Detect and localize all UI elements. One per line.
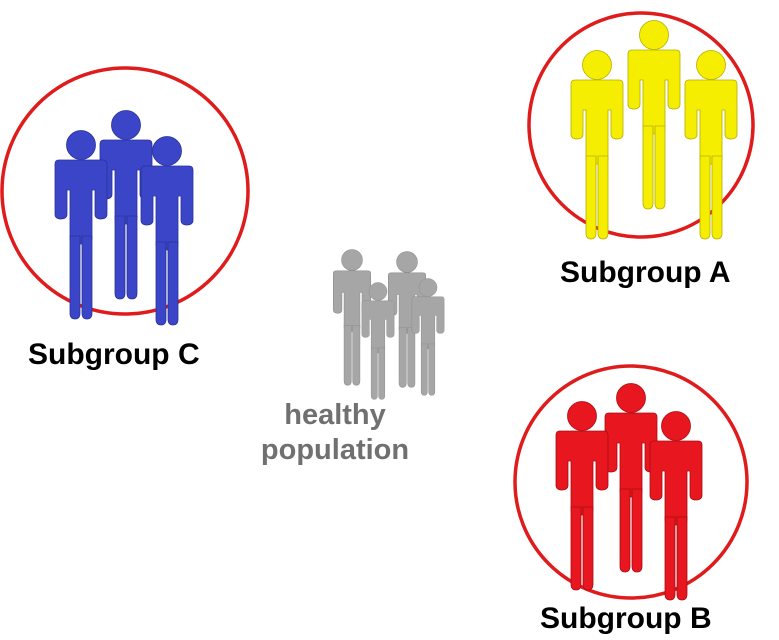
subgroup-a [527, 11, 755, 240]
person-icon [604, 383, 658, 573]
subgroup-c-ring [0, 66, 250, 316]
subgroup-b [513, 364, 749, 601]
person-icon [555, 401, 609, 591]
subgroup-a-label: Subgroup A [560, 256, 731, 289]
subgroup-c [0, 66, 250, 326]
healthy-population-label: healthy population [240, 398, 430, 469]
person-icon [649, 411, 703, 601]
subgroup-c-people [54, 110, 194, 326]
subgroup-c-label: Subgroup C [28, 338, 200, 371]
healthy-label-line1: healthy [284, 399, 386, 431]
person-icon [570, 50, 624, 240]
subgroup-b-people [555, 383, 703, 601]
subgroup-a-ring [527, 11, 755, 239]
person-icon [627, 20, 681, 210]
subgroup-a-people [570, 20, 738, 240]
person-icon [54, 130, 108, 320]
healthy-population-people [332, 249, 445, 400]
person-icon [411, 278, 445, 396]
healthy-label-line2: population [260, 434, 410, 467]
subgroup-b-ring [513, 364, 749, 600]
subgroup-b-label: Subgroup B [540, 602, 712, 635]
